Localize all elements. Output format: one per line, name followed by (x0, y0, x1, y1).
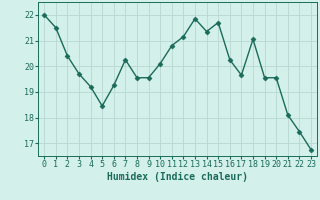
X-axis label: Humidex (Indice chaleur): Humidex (Indice chaleur) (107, 172, 248, 182)
